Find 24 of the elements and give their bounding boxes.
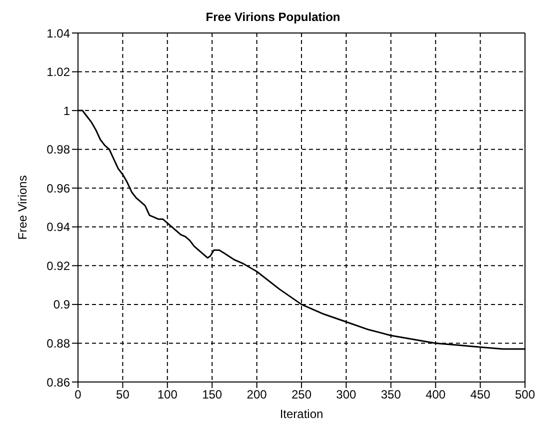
- x-tick-label: 0: [74, 388, 82, 402]
- y-tick-label: 0.94: [46, 220, 70, 234]
- y-tick-label: 0.98: [46, 142, 70, 157]
- y-tick-label: 1.02: [46, 65, 70, 80]
- chart-title: Free Virions Population: [204, 9, 342, 26]
- y-tick-label: 0.9: [53, 298, 70, 312]
- x-tick-label: 200: [246, 388, 268, 402]
- y-tick-label: 0.96: [46, 181, 70, 196]
- x-tick-label: 300: [336, 388, 357, 402]
- x-tick-label: 500: [514, 388, 536, 402]
- x-tick-label: 150: [202, 388, 222, 402]
- x-axis-title: Iteration: [280, 407, 324, 421]
- y-tick-label: 1: [63, 104, 70, 118]
- y-tick-label: 0.86: [46, 375, 70, 390]
- y-tick-label: 0.88: [46, 336, 70, 350]
- x-tick-label: 50: [116, 388, 130, 402]
- y-tick-label: 1.04: [46, 26, 70, 40]
- x-tick-label: 400: [426, 388, 446, 402]
- x-tick-label: 250: [291, 388, 312, 402]
- x-tick-label: 100: [157, 388, 178, 402]
- x-tick-label: 350: [380, 388, 402, 402]
- x-tick-label: 450: [470, 388, 491, 402]
- y-tick-label: 0.92: [46, 258, 70, 273]
- y-axis-title: Free Virions: [15, 175, 30, 240]
